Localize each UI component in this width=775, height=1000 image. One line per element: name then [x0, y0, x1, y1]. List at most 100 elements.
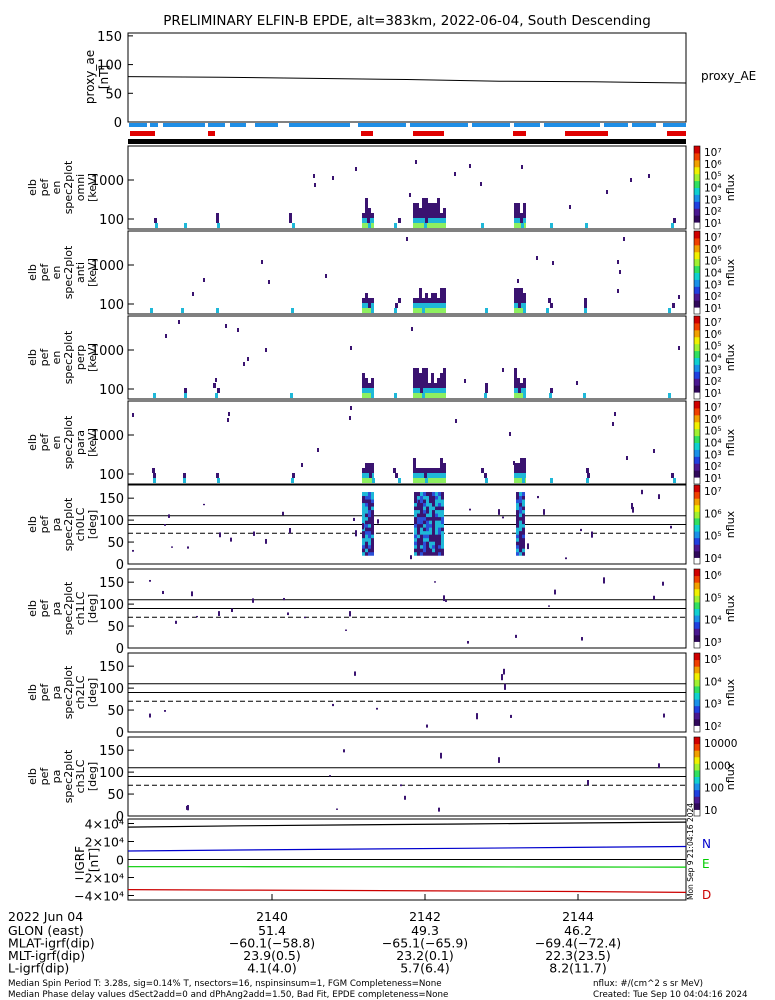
spectrogram-pixel	[434, 478, 437, 483]
pitch-angle-pixel	[365, 492, 368, 497]
spectrogram-pixel	[443, 218, 446, 223]
spectrogram-1-colorbar-band	[694, 187, 700, 195]
spectrogram-ylabel-line-2: pef	[38, 433, 51, 452]
pitch-angle-4-colorbar-band	[694, 789, 700, 797]
spectrogram-3-colorbar-tick: 10²	[704, 376, 722, 388]
spectrogram-2-colorbar-band	[694, 265, 700, 273]
pitch-angle-1-colorbar-band	[694, 537, 700, 545]
pitch-angle-4-colorbar-band	[694, 802, 700, 810]
spectrogram-ytick-label: 100	[99, 383, 124, 398]
spectrogram-pixel	[416, 378, 419, 383]
spectrogram-pixel	[371, 378, 374, 383]
spectrogram-pixel	[437, 213, 440, 218]
pitch-angle-pixel	[441, 516, 444, 521]
spectrogram-pixel	[413, 303, 416, 308]
spectrogram-pixel	[626, 456, 628, 460]
pitch-angle-pixel	[417, 527, 420, 532]
spectrogram-pixel	[216, 473, 219, 478]
pitch-angle-pixel	[438, 544, 441, 549]
pitch-angle-ylabel-line-2: pef	[38, 683, 51, 702]
pitch-angle-pixel	[441, 495, 444, 500]
pitch-angle-pixel	[362, 530, 365, 535]
pitch-angle-pixel	[371, 551, 374, 556]
pitch-angle-ylabel: elb pef pa spec2plot ch0LC [deg]	[26, 497, 99, 551]
pitch-angle-pixel	[253, 531, 255, 536]
pitch-angle-pixel	[438, 492, 441, 497]
pitch-angle-pixel	[362, 513, 365, 518]
pitch-angle-pixel	[420, 548, 423, 553]
pitch-angle-pixel	[362, 499, 365, 504]
pitch-angle-pixel	[438, 537, 441, 542]
pitch-angle-pixel	[519, 520, 522, 525]
time-axis: 2022 Jun 04 2140 2142 2144	[8, 894, 594, 924]
pitch-angle-pixel	[441, 548, 444, 553]
pitch-angle-pixel	[368, 530, 371, 535]
pitch-angle-pixel	[423, 541, 426, 546]
pitch-angle-pixel	[426, 509, 429, 514]
spectrogram-pixel	[422, 218, 425, 223]
pitch-angle-ytick-label: 50	[107, 536, 124, 551]
sunlight-segment	[410, 123, 468, 127]
pitch-angle-ylabel: elb pef pa spec2plot ch3LC [deg]	[26, 749, 99, 803]
pitch-angle-ytick-label: 50	[107, 620, 124, 635]
spectrogram-pixel	[431, 373, 434, 378]
footer-line-2: Median Phase delay values dSect2add=0 an…	[8, 990, 448, 1000]
spectrogram-ylabel-line-1: elb	[26, 264, 39, 281]
pitch-angle-3-colorbar-tick: 10²	[704, 721, 722, 733]
spectrogram-pixel	[411, 327, 413, 331]
pitch-angle-pixel	[429, 516, 432, 521]
spectrogram-pixel	[268, 280, 270, 284]
energy-spectrogram-panels: elb pef en spec2plot omni [keV]100010010⁷10⁶1…	[26, 145, 737, 485]
pitch-angle-pixel	[435, 499, 438, 504]
spectrogram-pixel	[437, 198, 440, 203]
spectrogram-pixel	[431, 223, 434, 228]
spectrogram-pixel	[585, 223, 588, 228]
spectrogram-pixel	[425, 213, 428, 218]
pitch-angle-ylabel-line-3: pa	[50, 686, 63, 700]
spectrogram-pixel	[332, 176, 334, 180]
pitch-angle-pixel	[519, 499, 522, 504]
pitch-angle-3-colorbar-tick: 10³	[704, 699, 722, 711]
spectrogram-pixel	[469, 164, 471, 168]
pitch-angle-pixels	[186, 749, 660, 812]
spectrogram-ytick-label: 1000	[91, 174, 124, 189]
pitch-angle-pixel	[426, 537, 429, 542]
footer-created: Created: Tue Sep 10 04:04:16 2024	[593, 990, 748, 1000]
pitch-angle-pixel	[438, 495, 441, 500]
spectrogram-pixel	[431, 213, 434, 218]
pitch-angle-pixel	[371, 527, 374, 532]
pitch-angle-pixel	[519, 527, 522, 532]
spectrogram-2-colorbar-tick: 10⁵	[704, 256, 722, 268]
spectrogram-pixel	[523, 208, 526, 213]
spectrogram-pixel	[237, 328, 239, 332]
spectrogram-pixel	[365, 383, 368, 388]
spectrogram-pixel	[422, 468, 425, 473]
pitch-angle-pixel	[631, 502, 633, 510]
pitch-angle-3-colorbar-band	[694, 705, 700, 713]
pitch-angle-pixel	[429, 513, 432, 518]
pitch-angle-pixel	[414, 499, 417, 504]
sunlight-segment	[663, 123, 686, 127]
spectrogram-pixel	[517, 298, 520, 303]
spectrogram-pixel	[443, 478, 446, 483]
spectrogram-pixel	[154, 218, 157, 223]
orbit-row-value: 5.7(6.4)	[400, 961, 450, 976]
orbit-row-value: 23.9(0.5)	[243, 948, 300, 963]
pitch-angle-pixel	[432, 551, 435, 556]
proxy-ae-panel: proxy_ae [nT] proxy_AE 150 100 50 0	[83, 30, 756, 131]
pitch-angle-pixel	[469, 508, 471, 511]
igrf-ylabel: IGRF [nT]	[73, 846, 101, 874]
pitch-angle-pixel	[371, 492, 374, 497]
pitch-angle-pixel	[368, 516, 371, 521]
pitch-angle-pixel	[336, 808, 338, 810]
spectrogram-pixel	[454, 172, 456, 176]
spectrogram-frame	[127, 400, 687, 485]
spectrogram-pixel	[413, 388, 416, 393]
pitch-angle-pixel	[423, 534, 426, 539]
spectrogram-1-colorbar-tick: 10¹	[704, 218, 722, 230]
spectrogram-ylabel-line-5: omni	[74, 174, 87, 201]
pitch-angle-ytick-label: 50	[107, 788, 124, 803]
spectrogram-pixel	[431, 303, 434, 308]
spectrogram-2-colorbar-band	[694, 244, 700, 253]
pitch-angle-panel-1: elb pef pa spec2plot ch0LC [deg]150 100 50 0 10⁷ 1…	[26, 484, 737, 573]
